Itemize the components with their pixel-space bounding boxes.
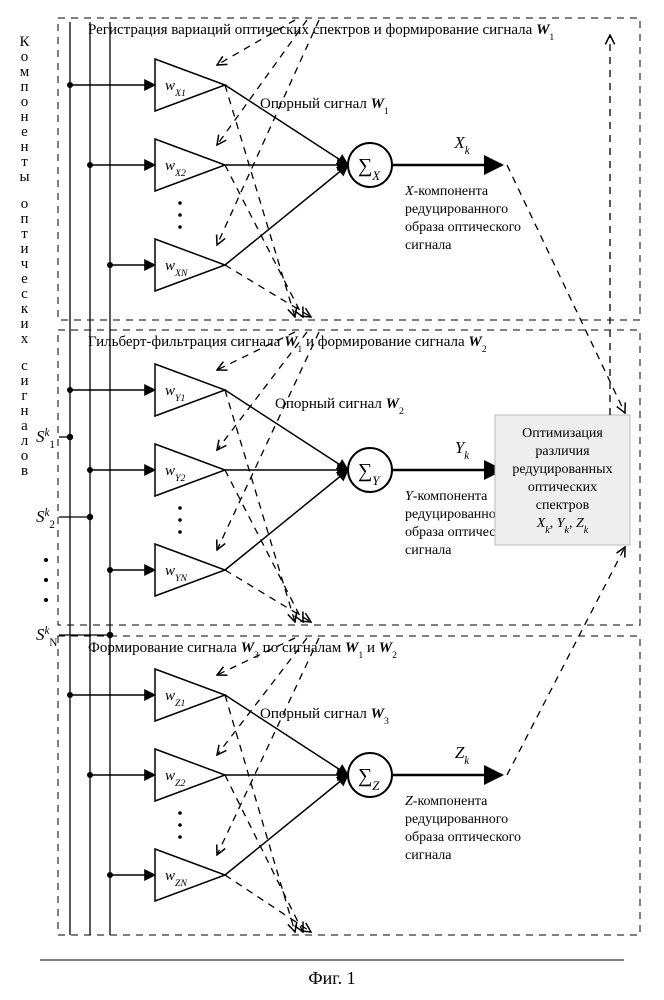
svg-text:редуцированного: редуцированного	[405, 507, 508, 522]
svg-text:сигнала: сигнала	[405, 238, 452, 253]
svg-text:редуцированных: редуцированных	[512, 462, 612, 477]
svg-text:Sk2: Sk2	[36, 507, 55, 531]
svg-text:Формирование сигнала W3 по сиг: Формирование сигнала W3 по сигналам W1 и…	[88, 640, 397, 661]
svg-text:SkN: SkN	[36, 625, 57, 649]
svg-text:X-компонента: X-компонента	[404, 184, 489, 199]
svg-text:Регистрация вариаций оптически: Регистрация вариаций оптических спектров…	[88, 22, 554, 43]
svg-text:редуцированного: редуцированного	[405, 812, 508, 827]
svg-text:Xk: Xk	[453, 133, 470, 157]
svg-text:Zk: Zk	[455, 743, 470, 767]
svg-text:спектров: спектров	[536, 498, 590, 513]
svg-text:Оптимизация: Оптимизация	[522, 426, 603, 441]
vertical-axis-label: Компонентыоптическихсигналов	[17, 35, 32, 479]
figure-caption: Фиг. 1	[0, 968, 664, 989]
svg-text:Опорный сигнал W2: Опорный сигнал W2	[275, 396, 404, 417]
svg-text:Yk: Yk	[455, 438, 470, 462]
svg-text:редуцированного: редуцированного	[405, 202, 508, 217]
svg-text:сигнала: сигнала	[405, 848, 452, 863]
svg-text:Sk1: Sk1	[36, 427, 55, 451]
diagram-canvas: Sk1 Sk2 SkN Регистрация вариаций оптических…	[0, 0, 664, 1000]
svg-text:Гильберт-фильтрация сигнала W1: Гильберт-фильтрация сигнала W1 и формиро…	[88, 334, 487, 355]
svg-text:образа оптического: образа оптического	[405, 830, 521, 845]
svg-text:образа оптического: образа оптического	[405, 220, 521, 235]
svg-text:сигнала: сигнала	[405, 543, 452, 558]
svg-text:Y-компонента: Y-компонента	[405, 489, 488, 504]
svg-text:оптических: оптических	[528, 480, 597, 495]
svg-text:различия: различия	[535, 444, 590, 459]
svg-text:Z-компонента: Z-компонента	[405, 794, 488, 809]
